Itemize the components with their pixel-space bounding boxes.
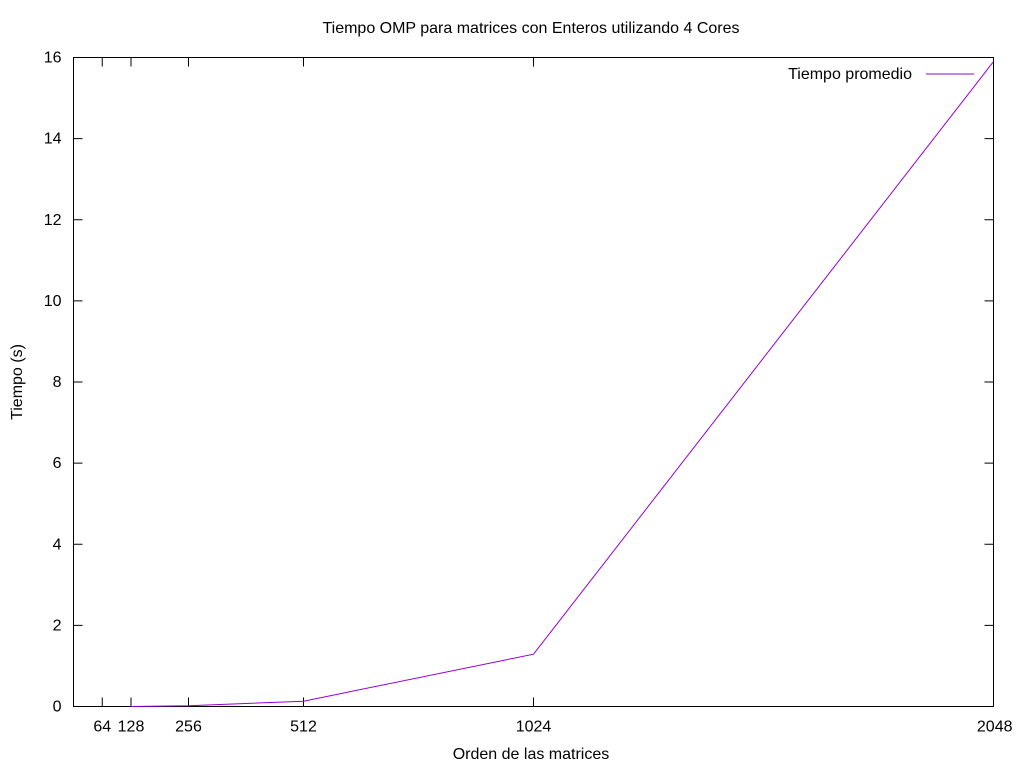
x-tick-label: 512: [290, 719, 317, 736]
y-axis-label: Tiempo (s): [9, 344, 26, 420]
x-axis-ticks: 64 128 256 512 1024 2048: [93, 57, 1013, 736]
y-tick-label: 0: [53, 699, 62, 716]
x-tick-label: 1024: [516, 719, 552, 736]
y-tick-label: 6: [53, 455, 62, 472]
y-axis-ticks: 0 2 4 6 8 10 12 14 16: [44, 50, 994, 716]
x-tick-label: 256: [175, 719, 202, 736]
series-layer: [130, 61, 994, 707]
legend-label: Tiempo promedio: [788, 66, 912, 83]
x-tick-label: 2048: [977, 719, 1013, 736]
plot-border: [73, 57, 994, 707]
x-tick-label: 64: [93, 719, 111, 736]
y-tick-label: 12: [44, 212, 62, 229]
y-tick-label: 8: [53, 374, 62, 391]
y-tick-label: 4: [53, 536, 62, 553]
y-tick-label: 2: [53, 617, 62, 634]
legend: Tiempo promedio: [788, 66, 974, 83]
y-tick-label: 16: [44, 50, 62, 67]
series-line: [130, 61, 994, 707]
chart-title: Tiempo OMP para matrices con Enteros uti…: [322, 20, 739, 37]
x-tick-label: 128: [118, 719, 145, 736]
x-axis-label: Orden de las matrices: [453, 746, 610, 763]
y-tick-label: 14: [44, 131, 62, 148]
y-tick-label: 10: [44, 293, 62, 310]
